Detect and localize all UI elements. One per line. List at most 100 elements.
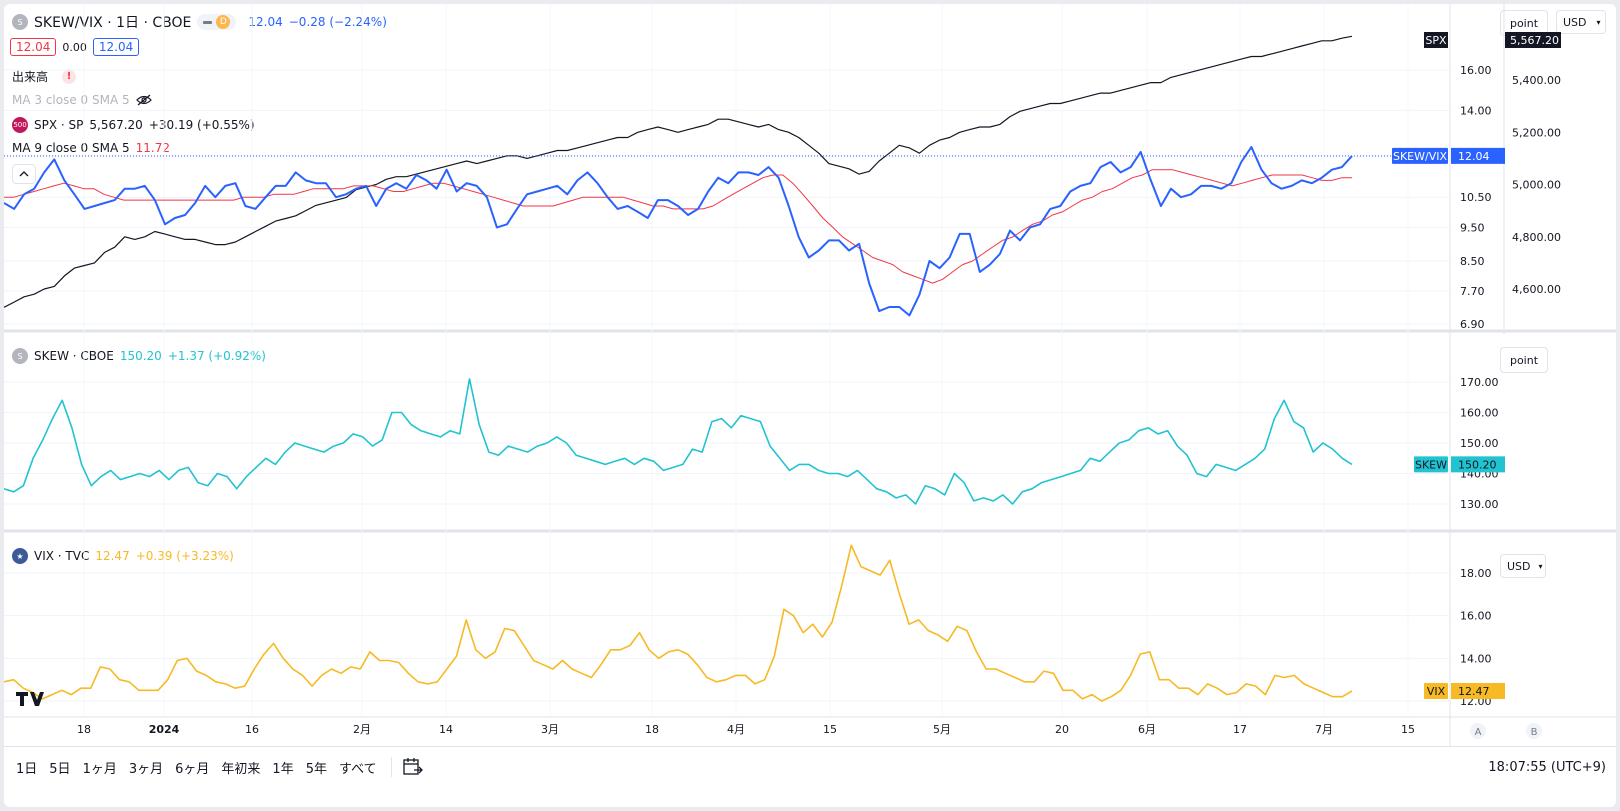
vix-price-value: 12.47 <box>1458 685 1490 698</box>
main-currency-label: USD <box>1563 15 1587 29</box>
spx-axis-tick: 5,200.00 <box>1512 126 1561 139</box>
range-button[interactable]: 6ヶ月 <box>175 761 210 777</box>
time-axis-label: 18 <box>77 723 91 736</box>
time-axis-label: 6月 <box>1138 723 1156 736</box>
vix-change: +0.39 (+3.23%) <box>135 549 234 563</box>
chevron-up-icon <box>19 171 29 177</box>
vix-value: 12.47 <box>95 549 130 563</box>
ma9-label: MA 9 close 0 SMA 5 <box>12 141 130 155</box>
spx-axis-tick: 4,600.00 <box>1512 283 1561 296</box>
vix-price-value-bg <box>1451 682 1505 699</box>
ma9-indicator[interactable]: MA 9 close 0 SMA 5 11.72 <box>12 141 170 155</box>
vix-price-tag-bg <box>1424 682 1448 699</box>
skew-axis-tick: 150.00 <box>1460 437 1499 450</box>
time-axis-label: 2024 <box>149 723 180 736</box>
spx-change: +30.19 (+0.55%) <box>148 118 255 132</box>
time-axis-label: 20 <box>1055 723 1069 736</box>
skewvix-price-value: 12.04 <box>1458 150 1490 163</box>
ohlc-boxes: 12.04 0.00 12.04 <box>10 38 140 56</box>
time-axis-label: 16 <box>245 723 259 736</box>
skew-legend[interactable]: S SKEW · CBOE 150.20 +1.37 (+0.92%) <box>12 348 266 364</box>
skewvix-series-line <box>4 146 1353 317</box>
range-button[interactable]: 5年 <box>305 761 327 777</box>
main-scale-point-button[interactable]: point <box>1500 10 1548 36</box>
main-currency-select[interactable]: USD ▾ <box>1556 10 1606 34</box>
time-axis-label: 5月 <box>933 723 951 736</box>
scale-b-button[interactable]: B <box>1531 727 1538 738</box>
skew-value: 150.20 <box>119 349 162 363</box>
interval-badge[interactable]: D <box>197 14 237 30</box>
time-axis-label: 3月 <box>541 723 559 736</box>
time-axis-label: 17 <box>1233 723 1247 736</box>
spx-tag: SPX <box>1425 34 1447 47</box>
spx-value: 5,567.20 <box>89 118 143 132</box>
calendar-goto-icon[interactable] <box>402 756 424 778</box>
skew-change: +1.37 (+0.92%) <box>167 349 266 363</box>
time-axis-label: 4月 <box>727 723 745 736</box>
ask-box[interactable]: 12.04 <box>92 38 140 56</box>
bid-box[interactable]: 12.04 <box>10 38 57 56</box>
skewvix-price-tag-bg <box>1392 147 1448 164</box>
skew-symbol-icon: S <box>12 348 28 364</box>
scale-a-button-bg <box>1470 723 1486 739</box>
range-button[interactable]: 5日 <box>49 761 71 777</box>
ma3-indicator[interactable]: MA 3 close 0 SMA 5 <box>12 93 152 107</box>
time-axis-label: 2月 <box>353 723 371 736</box>
spx-axis-tick: 5,000.00 <box>1512 179 1561 192</box>
clock[interactable]: 18:07:55 (UTC+9) <box>1488 759 1606 775</box>
time-axis-label: 14 <box>439 723 453 736</box>
spx-overlay-legend[interactable]: 500 SPX · SP 5,567.20 +30.19 (+0.55%) <box>12 117 255 133</box>
skew-axis-tick: 170.00 <box>1460 376 1499 389</box>
pane3-currency-select[interactable]: USD ▾ <box>1500 554 1546 578</box>
skew-axis-tick: 130.00 <box>1460 498 1499 511</box>
spx-label: SPX · SP <box>34 118 84 132</box>
ratio-axis-tick: 8.50 <box>1460 255 1485 268</box>
hidden-eye-icon[interactable] <box>135 94 152 106</box>
range-button[interactable]: 1日 <box>16 761 38 777</box>
skew-price-tag: SKEW <box>1415 458 1447 471</box>
range-button[interactable]: すべて <box>338 761 377 777</box>
volume-label: 出来高 <box>12 70 49 84</box>
pane3-currency-label: USD <box>1507 559 1531 573</box>
vix-series-line <box>4 544 1353 702</box>
range-button[interactable]: 1ヶ月 <box>82 761 117 777</box>
chart-canvas[interactable]: 16.0014.0012.0010.509.508.507.706.905,40… <box>4 4 1616 746</box>
ma9-value: 11.72 <box>135 141 170 155</box>
range-button[interactable]: 1年 <box>272 761 294 777</box>
skew-price-value: 150.20 <box>1458 458 1497 471</box>
ratio-axis-tick: 14.00 <box>1460 104 1492 117</box>
time-axis-label: 7月 <box>1315 723 1333 736</box>
skew-axis-tick: 160.00 <box>1460 407 1499 420</box>
spx-series-line <box>4 35 1353 308</box>
chevron-down-icon: ▾ <box>1538 561 1543 571</box>
scale-a-button[interactable]: A <box>1475 727 1482 738</box>
chart-window: S SKEW/VIX · 1日 · CBOE D 12.04 −0.28 (−2… <box>4 4 1616 807</box>
time-axis-label: 15 <box>823 723 837 736</box>
scale-b-button-bg <box>1526 723 1542 739</box>
us-flag-icon: ★ <box>12 548 28 564</box>
ratio-axis-tick: 10.50 <box>1460 191 1492 204</box>
tradingview-logo-icon <box>16 692 44 706</box>
time-axis-label: 18 <box>645 723 659 736</box>
spx-axis-tick: 5,400.00 <box>1512 74 1561 87</box>
skew-title: SKEW · CBOE <box>34 349 114 363</box>
collapse-legend-button[interactable] <box>12 164 36 184</box>
skew-series-line <box>4 378 1353 505</box>
ratio-axis-tick: 6.90 <box>1460 318 1485 331</box>
spx-value: 5,567.20 <box>1510 34 1559 47</box>
pane2-scale-point-button[interactable]: point <box>1500 347 1548 373</box>
range-button[interactable]: 年初来 <box>221 761 261 777</box>
vix-price-tag: VIX <box>1427 685 1446 698</box>
spread-value: 0.00 <box>62 40 87 54</box>
symbol-title[interactable]: SKEW/VIX · 1日 · CBOE <box>34 15 192 31</box>
vix-legend[interactable]: ★ VIX · TVC 12.47 +0.39 (+3.23%) <box>12 548 234 564</box>
delay-badge: D <box>216 15 231 29</box>
range-button[interactable]: 3ヶ月 <box>128 761 164 777</box>
warning-icon[interactable]: ! <box>62 69 77 84</box>
ma3-label: MA 3 close 0 SMA 5 <box>12 93 130 107</box>
volume-indicator[interactable]: 出来高 ! <box>12 68 77 85</box>
skewvix-price-value-bg <box>1451 147 1505 164</box>
range-buttons: 1日 5日 1ヶ月 3ヶ月 6ヶ月 年初来 1年 5年 すべて <box>4 758 377 777</box>
ratio-axis-tick: 7.70 <box>1460 285 1485 298</box>
divider <box>390 757 392 777</box>
